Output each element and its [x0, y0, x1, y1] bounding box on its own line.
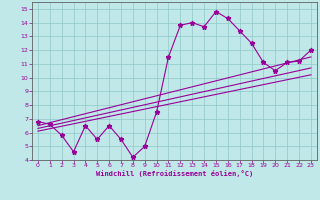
X-axis label: Windchill (Refroidissement éolien,°C): Windchill (Refroidissement éolien,°C): [96, 170, 253, 177]
